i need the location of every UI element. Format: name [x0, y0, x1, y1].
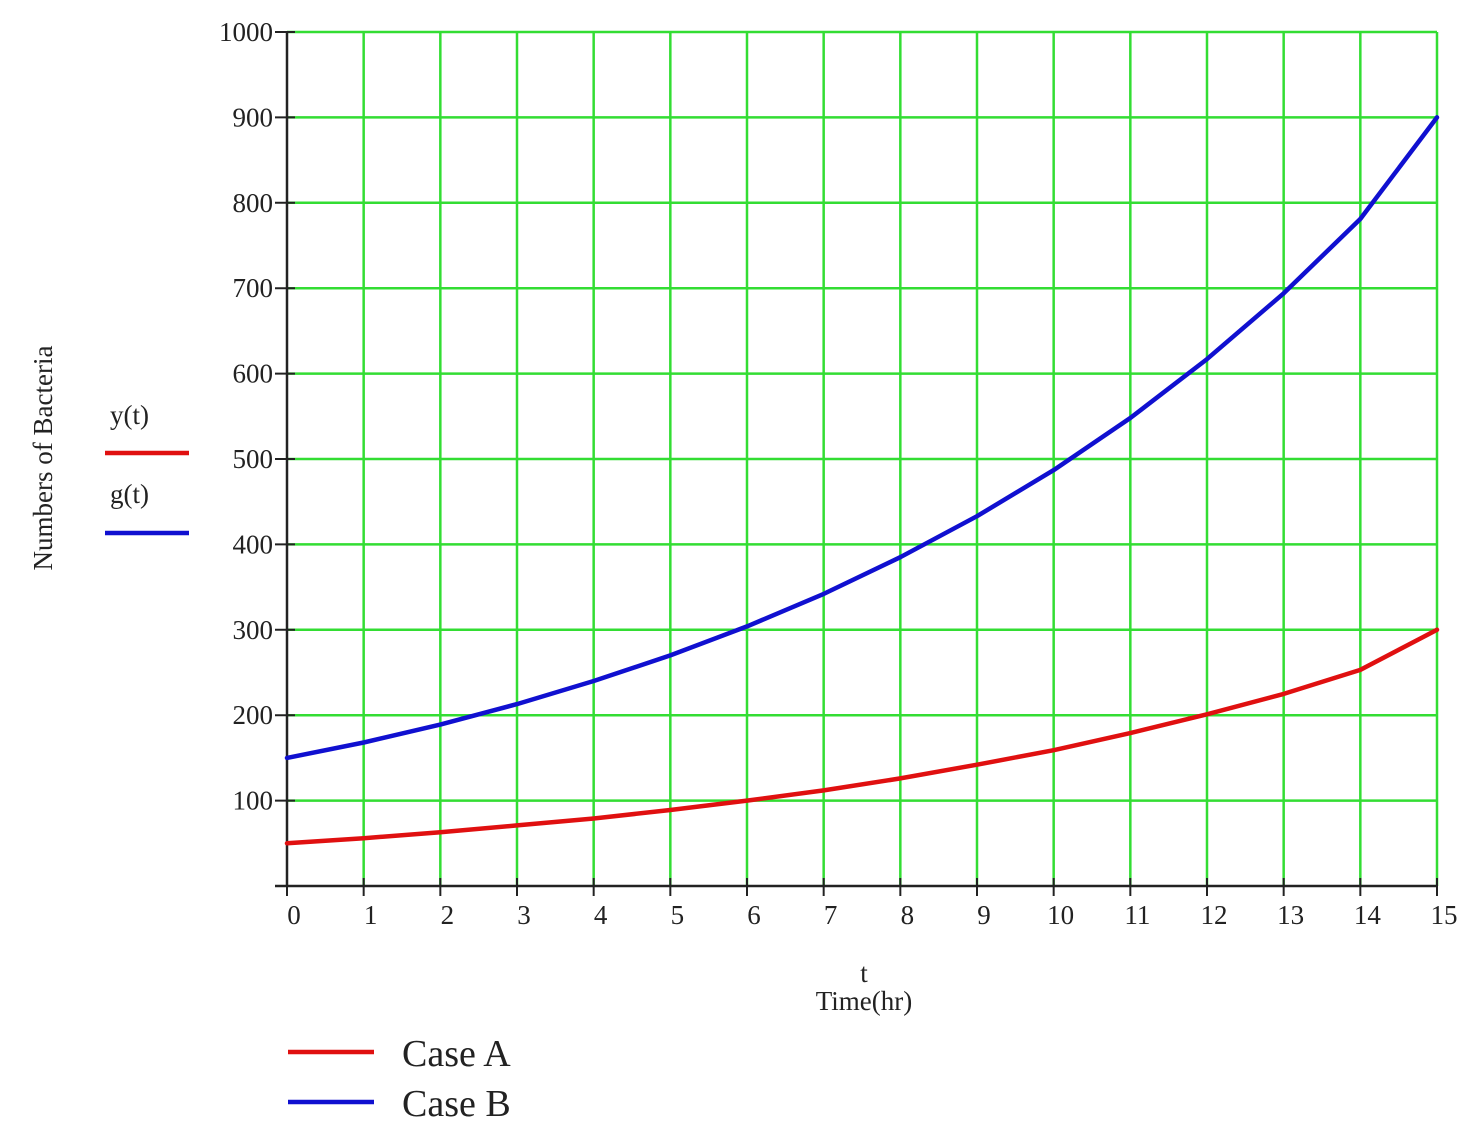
- x-tick-label-1: 1: [364, 900, 378, 930]
- y-tick-label-7: 800: [233, 188, 274, 218]
- x-tick-label-9: 9: [977, 900, 991, 930]
- x-tick-label-15: 15: [1431, 900, 1458, 930]
- x-tick-label-8: 8: [901, 900, 915, 930]
- data-point-1-14: [1358, 217, 1362, 221]
- y-tick-label-9: 1000: [219, 17, 273, 47]
- y-axis-title: Numbers of Bacteria: [28, 346, 58, 571]
- data-point-1-10: [1052, 468, 1056, 472]
- data-point-0-9: [975, 763, 979, 767]
- series-lines: [284, 115, 1440, 846]
- data-point-0-10: [1052, 748, 1056, 752]
- data-point-0-1: [362, 836, 366, 840]
- data-point-1-8: [898, 555, 902, 559]
- data-point-1-0: [285, 756, 289, 760]
- x-tick-label-0: 0: [287, 900, 301, 930]
- data-point-0-2: [438, 830, 442, 834]
- data-point-0-8: [898, 776, 902, 780]
- data-point-0-0: [285, 841, 289, 845]
- y-tick-label-3: 400: [233, 529, 274, 559]
- x-axis-variable: t: [860, 958, 868, 988]
- data-point-0-15: [1435, 628, 1439, 632]
- y-tick-label-5: 600: [233, 359, 274, 389]
- y-legend-label-0: y(t): [110, 400, 149, 430]
- x-tick-label-14: 14: [1354, 900, 1382, 930]
- legend-label-0: Case A: [402, 1033, 511, 1075]
- data-point-1-13: [1282, 291, 1286, 295]
- data-point-0-4: [592, 817, 596, 821]
- data-point-0-7: [822, 788, 826, 792]
- data-point-0-11: [1128, 731, 1132, 735]
- data-point-1-5: [668, 653, 672, 657]
- y-tick-label-0: 100: [233, 786, 274, 816]
- x-tick-label-4: 4: [594, 900, 608, 930]
- data-point-1-2: [438, 723, 442, 727]
- x-tick-label-3: 3: [517, 900, 531, 930]
- x-tick-label-13: 13: [1277, 900, 1304, 930]
- y-legend-label-1: g(t): [110, 479, 149, 509]
- data-point-0-5: [668, 808, 672, 812]
- y-axis-series-legend: y(t) g(t): [105, 400, 189, 536]
- y-tick-label-4: 500: [233, 444, 274, 474]
- data-point-0-6: [745, 799, 749, 803]
- y-tick-label-8: 900: [233, 102, 274, 132]
- x-tick-label-10: 10: [1047, 900, 1074, 930]
- grid: [287, 30, 1439, 886]
- legend: Case A Case B: [288, 1033, 511, 1125]
- series-line-g(t): [284, 115, 1440, 761]
- x-tick-label-2: 2: [441, 900, 455, 930]
- y-tick-label-2: 300: [233, 615, 274, 645]
- x-tick-label-12: 12: [1201, 900, 1228, 930]
- data-point-0-12: [1205, 712, 1209, 716]
- data-point-1-6: [745, 624, 749, 628]
- data-point-1-4: [592, 679, 596, 683]
- data-point-1-12: [1205, 357, 1209, 361]
- data-point-1-9: [975, 514, 979, 518]
- data-point-1-11: [1128, 416, 1132, 420]
- x-axis-title: Time(hr): [816, 986, 913, 1016]
- y-axis-title-group: Numbers of Bacteria: [28, 346, 58, 571]
- y-tick-label-6: 700: [233, 273, 274, 303]
- data-point-1-7: [822, 592, 826, 596]
- x-tick-label-5: 5: [671, 900, 685, 930]
- x-axis-title-group: t Time(hr): [816, 958, 913, 1016]
- data-point-1-3: [515, 702, 519, 706]
- data-point-1-1: [362, 741, 366, 745]
- x-tick-label-7: 7: [824, 900, 838, 930]
- legend-label-1: Case B: [402, 1083, 511, 1125]
- data-point-0-13: [1282, 692, 1286, 696]
- series-line-y(t): [284, 627, 1440, 846]
- data-point-0-14: [1358, 668, 1362, 672]
- y-tick-label-1: 200: [233, 700, 274, 730]
- data-point-1-15: [1435, 115, 1439, 119]
- x-tick-label-6: 6: [747, 900, 761, 930]
- data-point-0-3: [515, 823, 519, 827]
- x-tick-label-11: 11: [1124, 900, 1150, 930]
